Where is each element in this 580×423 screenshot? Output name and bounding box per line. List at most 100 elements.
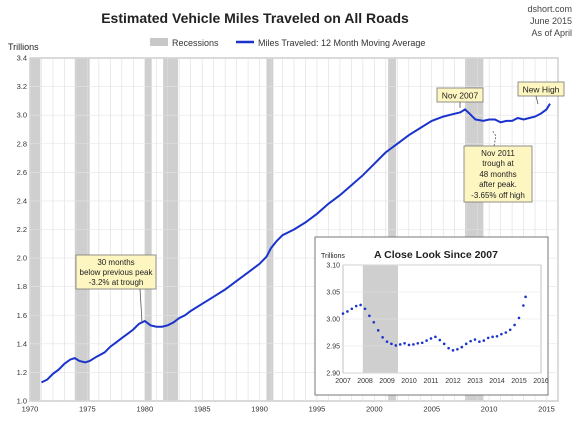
data-point: [482, 339, 486, 342]
data-point: [473, 338, 477, 341]
data-point: [504, 331, 508, 334]
data-point: [416, 342, 420, 345]
svg-text:48 months: 48 months: [479, 170, 516, 179]
annotation-nov-2011-trough: Nov 2011 trough at 48 months after peak.…: [463, 129, 533, 203]
svg-text:below previous peak: below previous peak: [80, 268, 154, 277]
data-point: [372, 320, 376, 324]
y-axis-label: Trillions: [8, 42, 39, 52]
svg-text:Nov 2007: Nov 2007: [442, 91, 479, 101]
y-tick-label: 2.4: [17, 196, 27, 205]
inset-chart: A Close Look Since 2007 Trillions 2.902.…: [314, 236, 549, 396]
legend-series-label: Miles Traveled: 12 Month Moving Average: [258, 38, 425, 48]
x-tick-label: 2010: [481, 405, 498, 414]
data-point: [407, 343, 411, 347]
annotation-nov-2007: Nov 2007: [436, 87, 484, 108]
y-tick-label: 1.0: [17, 397, 27, 406]
data-point: [390, 342, 393, 346]
data-point: [460, 345, 464, 349]
y-tick-label: 1.6: [17, 311, 27, 320]
data-point: [368, 314, 371, 318]
inset-y-label: Trillions: [321, 253, 345, 260]
y-tick-label: 2.90: [326, 371, 340, 378]
data-point: [434, 335, 437, 339]
y-tick-label: 3.05: [326, 290, 340, 297]
y-tick-label: 1.8: [17, 282, 27, 291]
data-point: [381, 336, 384, 339]
main-series-line: [41, 103, 551, 384]
main-gridlines: [29, 57, 559, 402]
data-point: [394, 344, 398, 347]
x-tick-label: 1985: [194, 405, 211, 414]
svg-text:-3.65% off high: -3.65% off high: [471, 191, 525, 200]
x-tick-label: 1970: [22, 405, 39, 414]
annotation-new-high: New High: [517, 81, 565, 105]
x-tick-label: 2009: [379, 378, 395, 385]
svg-text:trough at: trough at: [482, 159, 514, 168]
x-tick-label: 2008: [357, 378, 373, 385]
data-point: [359, 303, 362, 307]
y-tick-label: 2.6: [17, 168, 27, 177]
data-point: [508, 328, 512, 332]
data-point: [464, 342, 468, 346]
data-point: [469, 339, 472, 343]
data-point: [522, 304, 525, 307]
y-tick-label: 3.00: [326, 317, 340, 324]
inset-series-points: [341, 295, 527, 352]
data-point: [486, 336, 490, 340]
y-tick-label: 3.4: [17, 54, 27, 63]
data-point: [447, 346, 450, 350]
y-tick-label: 1.4: [17, 339, 27, 348]
x-tick-label: 1995: [309, 405, 326, 414]
data-point: [354, 304, 358, 308]
x-tick-label: 1980: [136, 405, 153, 414]
data-point: [491, 335, 494, 339]
y-tick-label: 3.0: [17, 111, 27, 120]
x-tick-label: 1990: [251, 405, 268, 414]
data-point: [341, 312, 345, 315]
x-tick-label: 2005: [423, 405, 440, 414]
as-of-label: As of April: [531, 28, 572, 38]
inset-y-tick-labels: 2.90 2.95 3.00 3.05 3.10: [326, 263, 340, 378]
y-tick-label: 3.10: [326, 263, 340, 270]
data-point: [376, 329, 380, 332]
inset-gridlines: [343, 264, 541, 374]
svg-text:30 months: 30 months: [97, 258, 134, 267]
svg-text:after peak.: after peak.: [479, 180, 517, 189]
y-tick-label: 2.2: [17, 225, 27, 234]
svg-text:New High: New High: [523, 85, 560, 95]
x-tick-label: 2012: [445, 378, 461, 385]
data-point: [385, 340, 389, 343]
y-tick-label: 1.2: [17, 368, 27, 377]
inset-title: A Close Look Since 2007: [374, 249, 498, 261]
x-tick-label: 2010: [401, 378, 417, 385]
data-point: [346, 310, 349, 313]
x-tick-label: 2014: [489, 378, 505, 385]
data-point: [456, 347, 459, 351]
annotation-30-months: 30 months below previous peak -3.2% at t…: [75, 254, 157, 323]
data-point: [403, 342, 406, 345]
y-tick-label: 3.2: [17, 82, 27, 91]
data-point: [429, 337, 433, 340]
data-point: [438, 338, 442, 342]
x-tick-label: 2000: [366, 405, 383, 414]
data-point: [478, 340, 481, 343]
data-point: [513, 323, 516, 327]
x-tick-label: 2016: [533, 378, 549, 385]
data-point: [420, 341, 424, 345]
data-point: [524, 295, 527, 299]
data-point: [350, 307, 354, 311]
data-point: [398, 343, 402, 346]
data-point: [500, 332, 503, 336]
data-point: [517, 316, 521, 320]
data-point: [451, 349, 455, 352]
legend-recessions-swatch: [150, 38, 168, 46]
x-tick-label: 2011: [423, 378, 438, 385]
main-y-tick-labels: 1.0 1.2 1.4 1.6 1.8 2.0 2.2 2.4 2.6 2.8 3.0 3.2 3.4: [17, 54, 27, 406]
y-tick-label: 2.95: [326, 344, 340, 351]
x-tick-label: 2015: [511, 378, 527, 385]
svg-text:Nov 2011: Nov 2011: [481, 149, 515, 158]
data-point: [442, 342, 446, 346]
data-point: [412, 343, 415, 346]
inset-x-tick-labels: 2007 2008 2009 2010 2011 2012 2013 2014 2015 2016: [335, 378, 549, 385]
